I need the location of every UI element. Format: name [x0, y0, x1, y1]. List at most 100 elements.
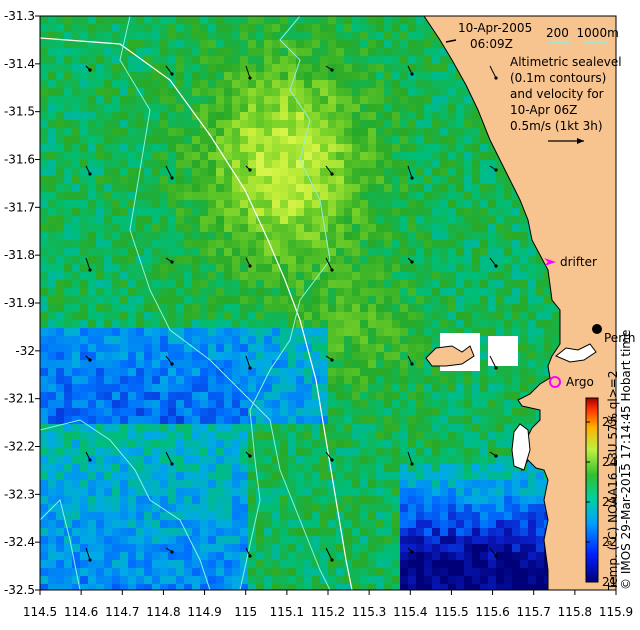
sst-pixel: [72, 208, 80, 216]
sst-pixel: [80, 416, 88, 424]
sst-pixel: [480, 464, 488, 472]
sst-pixel: [416, 568, 424, 576]
sst-pixel: [424, 152, 432, 160]
sst-pixel: [512, 288, 520, 296]
sst-pixel: [264, 200, 272, 208]
sst-pixel: [352, 80, 360, 88]
sst-pixel: [88, 344, 96, 352]
sst-pixel: [248, 264, 256, 272]
sst-pixel: [256, 584, 264, 590]
sst-pixel: [296, 272, 304, 280]
sst-pixel: [120, 328, 128, 336]
sst-pixel: [384, 312, 392, 320]
sst-pixel: [240, 440, 248, 448]
velocity-arrow: [245, 355, 251, 369]
sst-pixel: [456, 576, 464, 584]
sst-pixel: [208, 312, 216, 320]
sst-pixel: [424, 24, 432, 32]
sst-pixel: [336, 80, 344, 88]
sst-pixel: [352, 416, 360, 424]
sst-pixel: [40, 536, 48, 544]
sst-pixel: [416, 232, 424, 240]
sst-pixel: [368, 56, 376, 64]
sst-pixel: [56, 168, 64, 176]
sst-pixel: [432, 336, 440, 344]
sst-pixel: [272, 496, 280, 504]
sst-pixel: [360, 192, 368, 200]
sst-pixel: [440, 168, 448, 176]
sst-pixel: [56, 104, 64, 112]
sst-pixel: [312, 520, 320, 528]
sst-pixel: [392, 232, 400, 240]
sst-pixel: [384, 320, 392, 328]
sst-pixel: [288, 320, 296, 328]
sst-pixel: [368, 200, 376, 208]
sst-pixel: [312, 456, 320, 464]
sst-pixel: [376, 104, 384, 112]
sst-pixel: [504, 264, 512, 272]
sst-pixel: [352, 328, 360, 336]
sst-pixel: [376, 216, 384, 224]
sst-pixel: [48, 272, 56, 280]
sst-pixel: [440, 424, 448, 432]
sst-pixel: [496, 448, 504, 456]
sst-pixel: [408, 224, 416, 232]
sst-pixel: [48, 408, 56, 416]
sst-pixel: [464, 184, 472, 192]
sst-pixel: [400, 304, 408, 312]
sst-pixel: [400, 392, 408, 400]
sst-pixel: [200, 480, 208, 488]
sst-pixel: [368, 168, 376, 176]
sst-pixel: [288, 304, 296, 312]
sst-pixel: [520, 568, 528, 576]
sst-pixel: [72, 352, 80, 360]
sst-pixel: [248, 296, 256, 304]
sst-pixel: [168, 448, 176, 456]
sst-pixel: [64, 208, 72, 216]
sst-pixel: [376, 376, 384, 384]
sst-pixel: [88, 40, 96, 48]
sst-pixel: [136, 176, 144, 184]
sst-pixel: [400, 232, 408, 240]
sst-pixel: [240, 112, 248, 120]
sst-pixel: [272, 24, 280, 32]
sst-pixel: [312, 560, 320, 568]
sst-pixel: [408, 304, 416, 312]
sst-pixel: [272, 520, 280, 528]
sst-pixel: [456, 248, 464, 256]
sst-pixel: [320, 248, 328, 256]
sst-pixel: [192, 584, 200, 590]
sst-pixel: [368, 472, 376, 480]
sst-pixel: [432, 288, 440, 296]
sst-pixel: [392, 200, 400, 208]
sst-pixel: [200, 584, 208, 590]
sst-pixel: [280, 56, 288, 64]
sst-pixel: [336, 584, 344, 590]
sst-pixel: [56, 88, 64, 96]
sst-pixel: [520, 416, 528, 424]
sst-pixel: [288, 392, 296, 400]
sst-pixel: [296, 352, 304, 360]
sst-pixel: [320, 368, 328, 376]
sst-pixel: [64, 464, 72, 472]
sst-pixel: [400, 152, 408, 160]
sst-pixel: [312, 480, 320, 488]
sst-pixel: [272, 336, 280, 344]
sst-pixel: [304, 576, 312, 584]
sst-pixel: [464, 552, 472, 560]
sst-pixel: [112, 496, 120, 504]
sst-pixel: [376, 384, 384, 392]
sst-pixel: [448, 568, 456, 576]
sst-pixel: [288, 560, 296, 568]
sst-pixel: [256, 360, 264, 368]
sst-pixel: [400, 16, 408, 24]
sst-pixel: [248, 568, 256, 576]
sst-pixel: [312, 488, 320, 496]
sst-pixel: [328, 56, 336, 64]
sst-pixel: [480, 424, 488, 432]
sst-pixel: [80, 336, 88, 344]
sst-pixel: [160, 488, 168, 496]
sst-pixel: [96, 472, 104, 480]
sst-pixel: [336, 296, 344, 304]
sst-pixel: [344, 360, 352, 368]
